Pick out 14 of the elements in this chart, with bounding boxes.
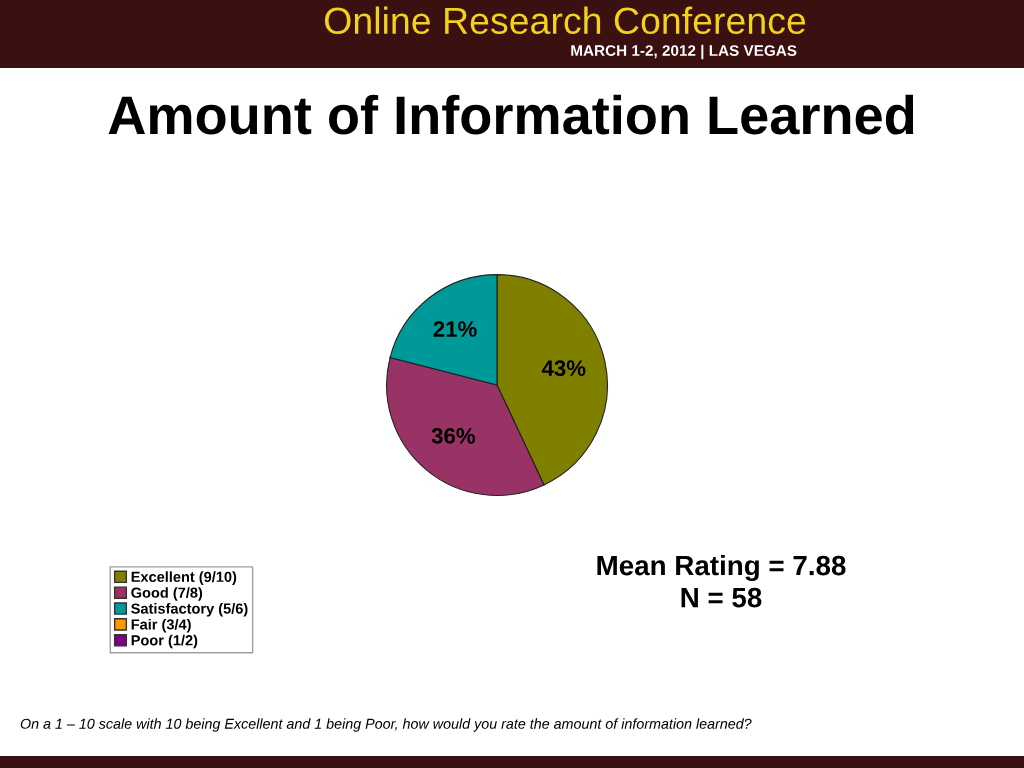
text: On a 1 – 10 scale with 10 being Excellent and 1 being Poor, how would you rate the amount of information learned? xyxy=(20,718,752,732)
chart-title: Amount of Information Learned xyxy=(108,94,914,135)
text: Mean Rating = 7.88 xyxy=(597,554,846,582)
data-label: 21% xyxy=(433,321,477,337)
text: Online Research Conference xyxy=(324,6,806,35)
data-label: 36% xyxy=(431,427,476,444)
legend-label: Good (7/8) xyxy=(131,587,203,601)
legend-label: Excellent (9/10) xyxy=(131,571,237,585)
text: MARCH 1-2, 2012 | LAS VEGAS xyxy=(571,44,797,60)
data-label: 43% xyxy=(541,360,586,377)
text: N = 58 xyxy=(681,587,762,608)
legend-label: Satisfactory (5/6) xyxy=(131,603,248,617)
legend-label: Poor (1/2) xyxy=(131,634,198,649)
legend-label: Fair (3/4) xyxy=(131,618,191,633)
